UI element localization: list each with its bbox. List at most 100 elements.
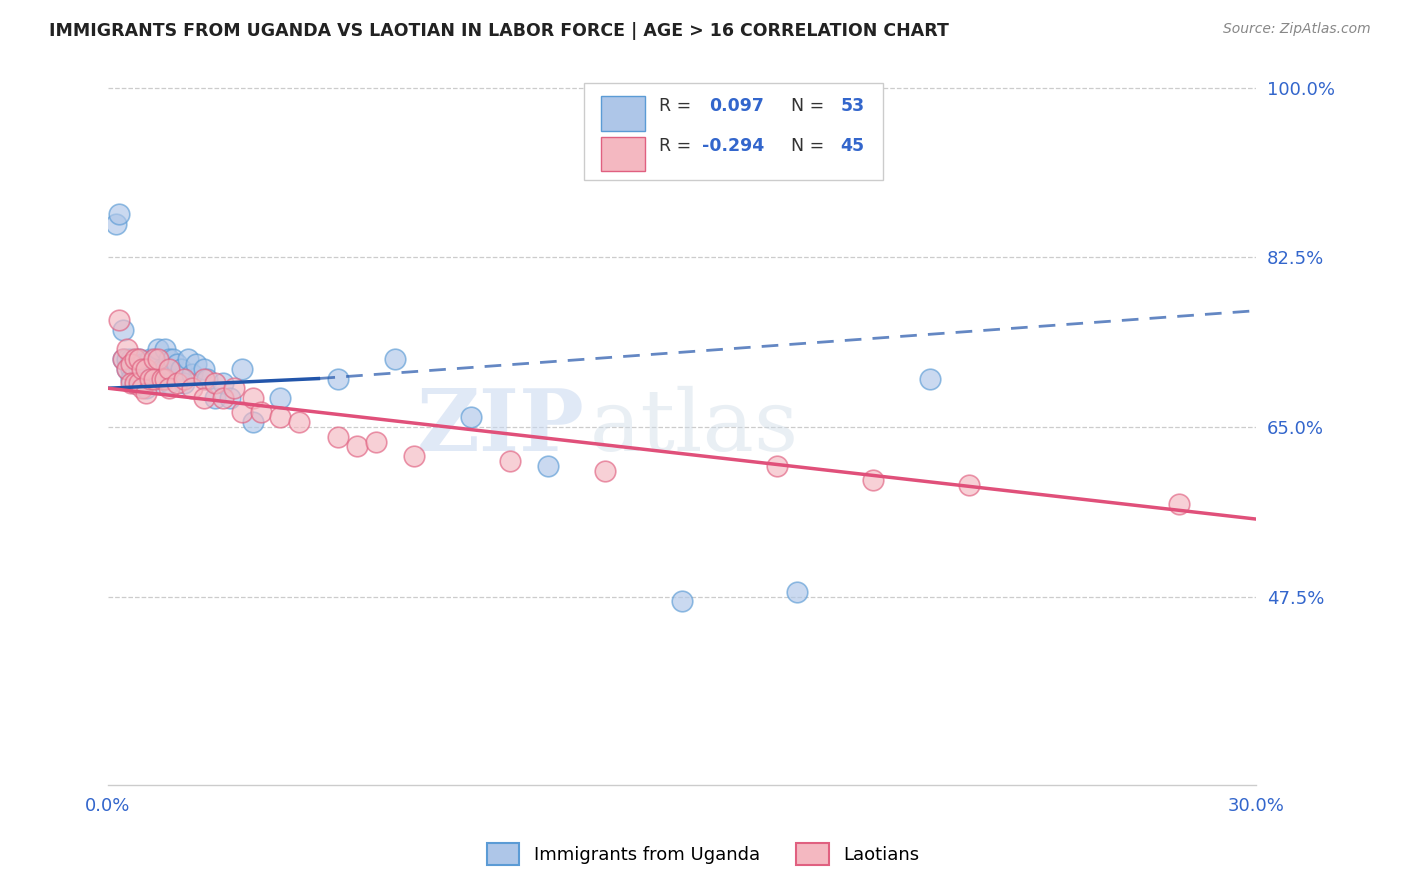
Point	[124, 376, 146, 391]
Point	[157, 362, 180, 376]
Point	[135, 362, 157, 376]
Point	[135, 367, 157, 381]
Point	[181, 381, 204, 395]
Point	[112, 352, 135, 367]
Point	[150, 371, 173, 385]
Point	[786, 584, 808, 599]
Text: 0.097: 0.097	[710, 97, 765, 115]
Point	[146, 343, 169, 357]
Point	[204, 391, 226, 405]
Point	[104, 217, 127, 231]
Point	[120, 357, 142, 371]
Point	[231, 362, 253, 376]
Point	[537, 458, 560, 473]
Point	[108, 313, 131, 327]
Point	[120, 371, 142, 385]
Point	[155, 362, 177, 376]
Point	[135, 357, 157, 371]
Text: 45: 45	[841, 136, 865, 154]
Text: N =: N =	[790, 97, 830, 115]
Point	[193, 371, 215, 385]
Point	[242, 391, 264, 405]
FancyBboxPatch shape	[585, 83, 883, 179]
Point	[288, 415, 311, 429]
FancyBboxPatch shape	[602, 136, 645, 171]
Point	[269, 391, 291, 405]
Point	[211, 391, 233, 405]
Point	[155, 371, 177, 385]
Point	[242, 415, 264, 429]
Point	[184, 357, 207, 371]
Point	[139, 352, 162, 367]
Point	[128, 352, 150, 367]
Point	[150, 362, 173, 376]
Point	[128, 371, 150, 385]
Text: -0.294: -0.294	[703, 136, 765, 154]
Point	[108, 207, 131, 221]
Point	[250, 405, 273, 419]
Point	[173, 371, 195, 385]
Point	[211, 376, 233, 391]
Point	[139, 371, 162, 385]
Text: 53: 53	[841, 97, 865, 115]
Point	[131, 376, 153, 391]
Point	[219, 391, 242, 405]
Point	[170, 362, 193, 376]
Point	[131, 357, 153, 371]
Point	[181, 367, 204, 381]
Point	[135, 381, 157, 395]
Point	[326, 430, 349, 444]
Point	[155, 343, 177, 357]
Point	[269, 410, 291, 425]
Point	[142, 367, 165, 381]
Point	[142, 371, 165, 385]
Legend: Immigrants from Uganda, Laotians: Immigrants from Uganda, Laotians	[478, 834, 928, 874]
Point	[166, 376, 188, 391]
Point	[193, 391, 215, 405]
Point	[115, 343, 138, 357]
Point	[124, 352, 146, 367]
Text: atlas: atlas	[591, 385, 799, 468]
Text: ZIP: ZIP	[416, 385, 585, 469]
Point	[920, 371, 942, 385]
Point	[157, 381, 180, 395]
Point	[124, 352, 146, 367]
Point	[131, 362, 153, 376]
Point	[112, 323, 135, 337]
Point	[346, 439, 368, 453]
Point	[124, 367, 146, 381]
Point	[135, 386, 157, 401]
Point	[197, 371, 219, 385]
Point	[231, 405, 253, 419]
Point	[128, 376, 150, 391]
Point	[124, 376, 146, 391]
Text: R =: R =	[659, 136, 696, 154]
Point	[671, 594, 693, 608]
Point	[177, 352, 200, 367]
Point	[193, 362, 215, 376]
Point	[766, 458, 789, 473]
Point	[364, 434, 387, 449]
Point	[460, 410, 482, 425]
Text: Source: ZipAtlas.com: Source: ZipAtlas.com	[1223, 22, 1371, 37]
Point	[166, 357, 188, 371]
Point	[326, 371, 349, 385]
Point	[112, 352, 135, 367]
Point	[146, 352, 169, 367]
Point	[384, 352, 406, 367]
Point	[1168, 498, 1191, 512]
Point	[173, 376, 195, 391]
Point	[957, 478, 980, 492]
Point	[128, 362, 150, 376]
Point	[146, 376, 169, 391]
Point	[595, 464, 617, 478]
FancyBboxPatch shape	[602, 96, 645, 131]
Text: IMMIGRANTS FROM UGANDA VS LAOTIAN IN LABOR FORCE | AGE > 16 CORRELATION CHART: IMMIGRANTS FROM UGANDA VS LAOTIAN IN LAB…	[49, 22, 949, 40]
Point	[139, 371, 162, 385]
Point	[115, 362, 138, 376]
Text: N =: N =	[790, 136, 830, 154]
Point	[402, 449, 425, 463]
Point	[142, 352, 165, 367]
Point	[498, 454, 520, 468]
Point	[862, 473, 884, 487]
